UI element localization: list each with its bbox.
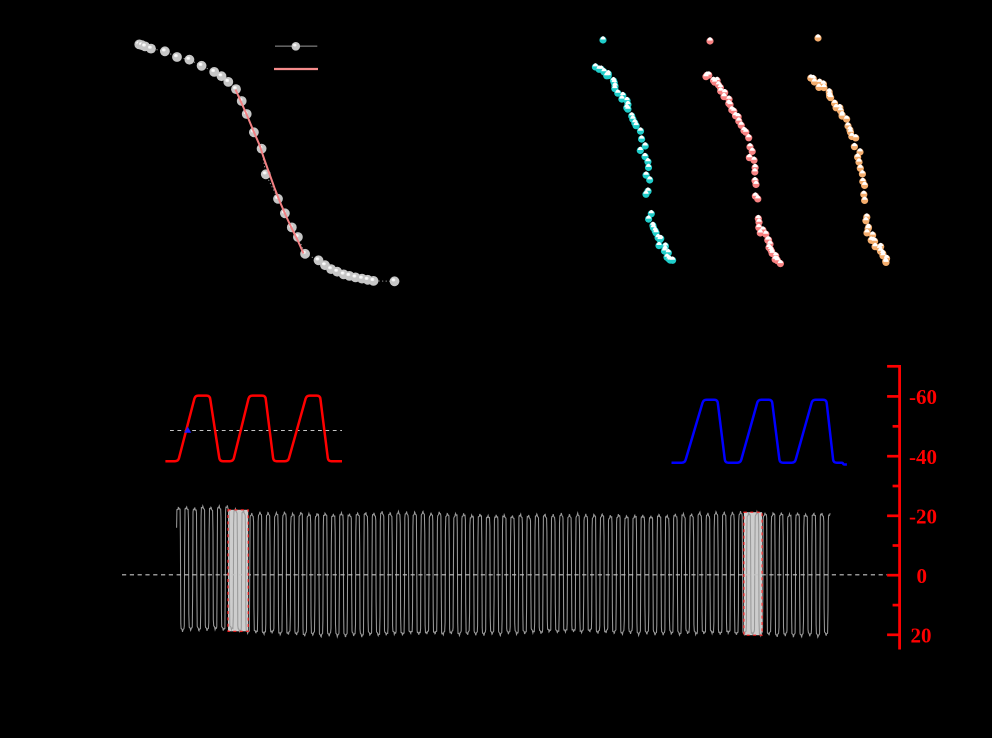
svg-text:20: 20 [911,623,932,647]
svg-text:-60: -60 [909,385,937,409]
svg-text:0: 0 [917,564,928,588]
svg-text:-40: -40 [909,445,937,469]
svg-text:-20: -20 [909,504,937,528]
